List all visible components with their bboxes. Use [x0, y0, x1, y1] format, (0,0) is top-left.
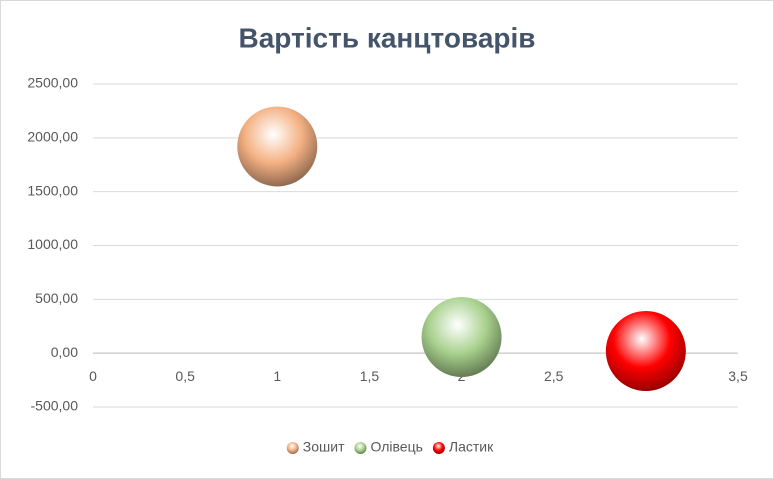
y-tick-label: 0,00	[51, 344, 78, 360]
x-tick-label: 0	[89, 368, 97, 384]
chart-title: Вартість канцтоварів	[239, 22, 536, 53]
x-tick-label: 1	[273, 368, 281, 384]
legend-marker	[432, 442, 445, 454]
legend-label: Зошит	[303, 439, 345, 455]
bubble	[605, 311, 686, 392]
bubble	[421, 297, 502, 378]
legend-label: Олівець	[370, 439, 422, 455]
x-tick-label: 2,5	[544, 368, 564, 384]
legend-item: Зошит	[286, 439, 345, 455]
y-tick-label: -500,00	[31, 398, 79, 414]
x-tick-label: 0,5	[175, 368, 195, 384]
legend-marker	[286, 442, 299, 454]
y-tick-label: 2500,00	[27, 75, 78, 91]
y-tick-label: 1000,00	[27, 236, 78, 252]
legend-marker	[354, 442, 367, 454]
legend-label: Ластик	[449, 439, 494, 455]
y-tick-label: 2000,00	[27, 129, 78, 145]
y-tick-label: 1500,00	[27, 182, 78, 198]
legend-item: Олівець	[354, 439, 423, 455]
y-tick-label: 500,00	[35, 290, 78, 306]
legend-item: Ластик	[432, 439, 494, 455]
x-tick-label: 3,5	[728, 368, 748, 384]
x-tick-label: 1,5	[360, 368, 380, 384]
bubble	[237, 106, 318, 187]
